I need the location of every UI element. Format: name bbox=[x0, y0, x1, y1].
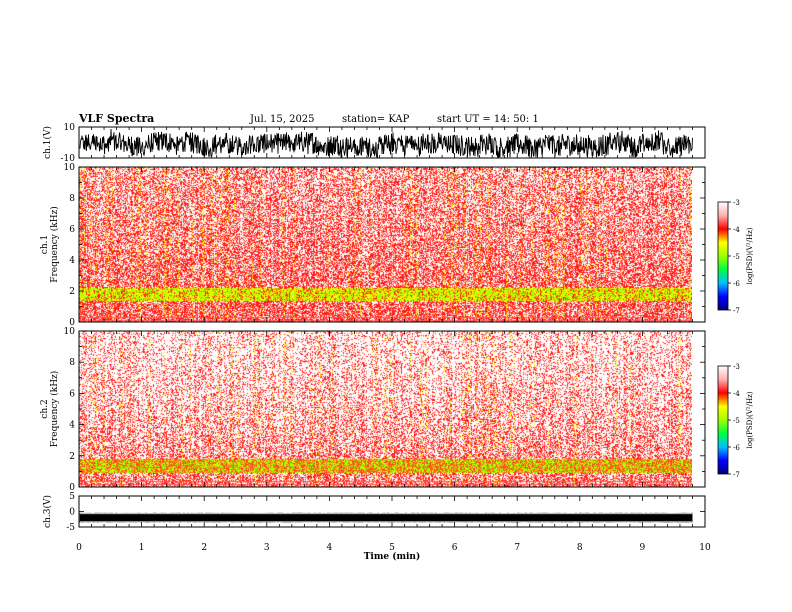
ch2-spectrogram-ytick-label: 0 bbox=[69, 483, 75, 493]
ch1-spectrogram-colorbar-label: log(PSD)(V²/Hz) bbox=[746, 227, 754, 284]
ch2-spectrogram-image bbox=[79, 331, 692, 487]
ch3-waveform-ylabel: ch.3(V) bbox=[42, 495, 53, 528]
ch1-spectrogram-colorbar bbox=[717, 201, 729, 311]
ch1-spectrogram-ytick-label: 8 bbox=[69, 194, 75, 204]
ch2-spectrogram-colorbar-tick: -6 bbox=[733, 444, 740, 452]
xtick-label: 0 bbox=[76, 543, 82, 553]
ch2-spectrogram-ytick-label: 4 bbox=[69, 421, 75, 431]
ch1-spectrogram-ytick-label: 10 bbox=[64, 163, 76, 173]
ch1-waveform-ylabel: ch.1(V) bbox=[42, 126, 53, 159]
ch1-waveform-ytick-label: -10 bbox=[61, 154, 76, 164]
ch2-spectrogram-channel-label: ch.2 bbox=[40, 399, 50, 418]
xtick-label: 9 bbox=[640, 543, 646, 553]
ch1-spectrogram-colorbar-tick: -7 bbox=[733, 307, 740, 315]
ch3-waveform-ytick-label: -5 bbox=[66, 523, 75, 533]
ch1-waveform-trace bbox=[79, 128, 693, 159]
xtick-label: 2 bbox=[201, 543, 207, 553]
xtick-label: 7 bbox=[514, 543, 520, 553]
ch1-spectrogram-ytick-label: 2 bbox=[69, 287, 75, 297]
ch1-spectrogram-colorbar-tick: -4 bbox=[733, 226, 740, 234]
ch2-spectrogram-ytick-label: 6 bbox=[69, 389, 75, 399]
figure-title: VLF Spectra bbox=[79, 112, 155, 125]
xtick-label: 5 bbox=[389, 543, 395, 553]
ch2-spectrogram-colorbar bbox=[717, 365, 729, 475]
ch1-spectrogram-ytick-label: 6 bbox=[69, 225, 75, 235]
ch2-spectrogram-colorbar-label: log(PSD)(V²/Hz) bbox=[746, 391, 754, 448]
frames-layer bbox=[78, 126, 731, 528]
xtick-label: 6 bbox=[452, 543, 458, 553]
ch2-spectrogram-colorbar-tick: -7 bbox=[733, 471, 740, 479]
ch2-spectrogram-ytick-label: 8 bbox=[69, 358, 75, 368]
start-time-label: start UT = 14: 50: 1 bbox=[437, 114, 539, 125]
ch3-waveform-ytick-label: 5 bbox=[69, 492, 75, 502]
xtick-label: 10 bbox=[699, 543, 711, 553]
ch1-spectrogram-colorbar-tick: -6 bbox=[733, 280, 740, 288]
ch1-spectrogram-ytick-label: 0 bbox=[69, 318, 75, 328]
ch3-waveform-ytick-label: 0 bbox=[69, 508, 75, 518]
ch1-waveform-ytick-label: 10 bbox=[64, 123, 76, 133]
ch2-spectrogram-colorbar-tick: -4 bbox=[733, 390, 740, 398]
ch1-spectrogram-channel-label: ch.1 bbox=[40, 235, 50, 254]
ch2-spectrogram-ytick-label: 2 bbox=[69, 452, 75, 462]
xtick-label: 8 bbox=[577, 543, 583, 553]
ch1-spectrogram-colorbar-tick: -3 bbox=[733, 199, 740, 207]
xtick-label: 4 bbox=[327, 543, 333, 553]
ch1-spectrogram-ylabel: Frequency (kHz) bbox=[49, 206, 60, 283]
ch2-spectrogram-colorbar-tick: -5 bbox=[733, 417, 740, 425]
plots-layer bbox=[79, 128, 693, 523]
ch1-spectrogram-image bbox=[79, 167, 692, 322]
ch1-spectrogram-colorbar-tick: -5 bbox=[733, 253, 740, 261]
x-axis-label: Time (min) bbox=[364, 551, 421, 562]
ch2-spectrogram-ytick-label: 10 bbox=[64, 327, 76, 337]
ch1-spectrogram-ytick-label: 4 bbox=[69, 256, 75, 266]
station-label: station= KAP bbox=[342, 114, 410, 125]
date-label: Jul. 15, 2025 bbox=[250, 114, 315, 125]
ch2-spectrogram-colorbar-tick: -3 bbox=[733, 363, 740, 371]
xtick-label: 1 bbox=[139, 543, 145, 553]
xtick-label: 3 bbox=[264, 543, 270, 553]
ch2-spectrogram-ylabel: Frequency (kHz) bbox=[49, 371, 60, 448]
